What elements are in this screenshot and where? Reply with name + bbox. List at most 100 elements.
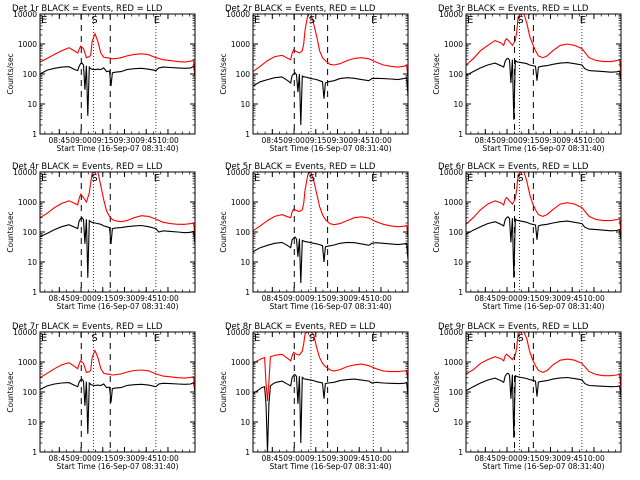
y-tick-label: 1 (458, 288, 463, 297)
y-tick-label: 10000 (439, 328, 463, 337)
x-tick-label: 10:00 (583, 454, 605, 463)
x-tick-label: 09:45 (135, 136, 157, 145)
x-axis-label: Start Time (16-Sep-07 08:31:40) (483, 144, 605, 153)
y-tick-label: 1 (458, 448, 463, 457)
y-tick-label: 10000 (226, 328, 250, 337)
marker-label: E (154, 173, 160, 184)
marker-label: E (41, 173, 47, 184)
y-tick-label: 10000 (13, 328, 37, 337)
x-tick-label: 09:45 (561, 454, 583, 463)
x-tick-label: 08:45 (261, 454, 283, 463)
series-group (253, 172, 408, 284)
axes-frame (465, 171, 622, 293)
y-tick-label: 10000 (439, 168, 463, 177)
marker-label: E (371, 173, 377, 184)
series-group (40, 349, 195, 434)
x-tick-label: 08:45 (261, 294, 283, 303)
x-tick-label: 09:00 (496, 136, 518, 145)
y-tick-label: 1000 (18, 358, 37, 367)
y-axis-label: Counts/sec (219, 371, 228, 412)
series-group (466, 332, 621, 438)
y-tick-label: 1 (32, 288, 37, 297)
marker-label: E (467, 15, 473, 26)
x-tick-label: 10:00 (370, 136, 392, 145)
series-line-lld (466, 14, 621, 75)
y-tick-label: 100 (23, 388, 38, 397)
series-line-events (40, 216, 195, 278)
y-axis-label: Counts/sec (219, 211, 228, 252)
y-tick-label: 100 (236, 70, 251, 79)
x-axis-label: Start Time (16-Sep-07 08:31:40) (483, 462, 605, 471)
x-tick-label: 09:30 (114, 294, 136, 303)
marker-label: E (41, 333, 47, 344)
panel-title: Det 2r BLACK = Events, RED = LLD (225, 4, 376, 14)
marker-label: E (254, 173, 260, 184)
y-axis-label: Counts/sec (6, 53, 15, 94)
y-tick-label: 10000 (226, 168, 250, 177)
y-tick-label: 10 (27, 418, 37, 427)
axes-frame (252, 13, 409, 135)
series-group (40, 32, 195, 116)
marker-label: E (254, 333, 260, 344)
axes-frame (39, 331, 196, 453)
x-tick-label: 09:45 (135, 454, 157, 463)
marker-label: S (517, 333, 523, 344)
x-tick-label: 09:00 (283, 294, 305, 303)
y-tick-label: 10000 (13, 168, 37, 177)
y-tick-label: 10 (27, 100, 37, 109)
x-axis-label: Start Time (16-Sep-07 08:31:40) (483, 302, 605, 311)
x-tick-label: 09:45 (135, 294, 157, 303)
y-tick-label: 10 (240, 418, 250, 427)
series-line-events (253, 72, 408, 126)
y-axis-label: Counts/sec (219, 53, 228, 94)
x-axis-label: Start Time (16-Sep-07 08:31:40) (57, 302, 179, 311)
x-tick-label: 09:00 (283, 136, 305, 145)
series-line-lld (253, 332, 408, 402)
y-tick-label: 10 (240, 258, 250, 267)
marker-label: E (41, 15, 47, 26)
x-tick-label: 09:15 (305, 136, 327, 145)
marker-label: S (91, 15, 97, 26)
y-tick-label: 1000 (231, 40, 250, 49)
x-tick-label: 09:00 (70, 294, 92, 303)
series-group (40, 172, 195, 278)
series-group (253, 332, 408, 452)
series-line-lld (40, 349, 195, 391)
x-tick-label: 09:15 (518, 136, 540, 145)
y-tick-label: 10000 (226, 10, 250, 19)
axes-frame (252, 171, 409, 293)
marker-label: E (371, 15, 377, 26)
x-tick-label: 09:15 (92, 136, 114, 145)
x-tick-label: 09:00 (283, 454, 305, 463)
y-tick-label: 1000 (231, 358, 250, 367)
x-axis-label: Start Time (16-Sep-07 08:31:40) (270, 144, 392, 153)
x-tick-label: 09:00 (496, 454, 518, 463)
y-tick-label: 1 (458, 130, 463, 139)
x-tick-label: 09:30 (114, 454, 136, 463)
y-tick-label: 1000 (18, 40, 37, 49)
x-tick-label: 10:00 (370, 454, 392, 463)
panel-title: Det 6r BLACK = Events, RED = LLD (438, 162, 589, 172)
series-line-lld (466, 332, 621, 389)
marker-label: S (309, 333, 315, 344)
x-tick-label: 09:45 (561, 136, 583, 145)
y-tick-label: 10 (453, 100, 463, 109)
axes-frame (465, 331, 622, 453)
y-tick-label: 10 (27, 258, 37, 267)
y-tick-label: 1000 (444, 358, 463, 367)
y-tick-label: 100 (449, 70, 464, 79)
x-tick-label: 09:30 (540, 136, 562, 145)
x-tick-label: 09:30 (114, 136, 136, 145)
marker-label: E (580, 173, 586, 184)
panel-title: Det 8r BLACK = Events, RED = LLD (225, 322, 376, 332)
marker-label: E (467, 333, 473, 344)
y-tick-label: 1000 (444, 40, 463, 49)
panel-title: Det 9r BLACK = Events, RED = LLD (438, 322, 589, 332)
y-tick-label: 1 (32, 130, 37, 139)
